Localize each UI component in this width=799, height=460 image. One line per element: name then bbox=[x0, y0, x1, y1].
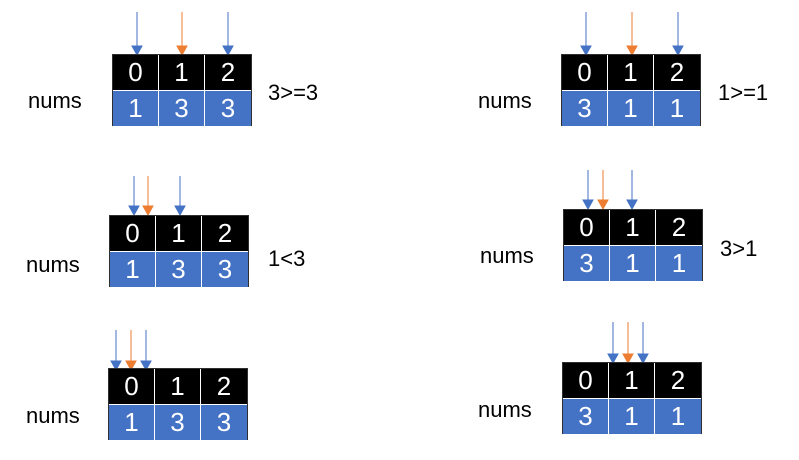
index-cell: 1 bbox=[159, 55, 205, 90]
nums-array: 0 1 2 3 1 1 bbox=[561, 54, 701, 126]
arrow-down-icon bbox=[626, 170, 638, 211]
arrow-down-icon bbox=[131, 12, 143, 57]
value-cell: 1 bbox=[608, 91, 654, 126]
arrow-down-icon bbox=[176, 12, 188, 57]
index-cell: 2 bbox=[656, 210, 702, 245]
value-cell: 3 bbox=[564, 246, 610, 281]
comparison-text: 1>=1 bbox=[718, 80, 769, 105]
index-cell: 2 bbox=[655, 363, 701, 398]
arrow-down-icon bbox=[637, 322, 649, 365]
nums-array: 0 1 2 3 1 1 bbox=[563, 209, 703, 281]
value-cell: 1 bbox=[655, 399, 701, 434]
value-cell: 3 bbox=[155, 405, 201, 440]
index-cell: 0 bbox=[110, 216, 156, 251]
value-cell: 1 bbox=[654, 91, 700, 126]
index-cell: 0 bbox=[562, 55, 608, 90]
arrow-down-icon bbox=[626, 12, 638, 57]
nums-label: nums bbox=[26, 403, 80, 428]
nums-label: nums bbox=[26, 252, 80, 277]
value-cell: 3 bbox=[202, 252, 248, 287]
nums-array: 0 1 2 1 3 3 bbox=[108, 368, 248, 440]
comparison-text: 1<3 bbox=[268, 246, 306, 271]
arrow-down-icon bbox=[142, 176, 154, 217]
arrow-down-icon bbox=[582, 170, 594, 211]
value-cell: 3 bbox=[205, 91, 251, 126]
nums-array: 0 1 2 3 1 1 bbox=[562, 362, 702, 434]
nums-array: 0 1 2 1 3 3 bbox=[109, 215, 249, 287]
index-cell: 0 bbox=[109, 369, 155, 404]
nums-label: nums bbox=[28, 88, 82, 113]
arrow-down-icon bbox=[128, 176, 140, 217]
arrow-down-icon bbox=[622, 322, 634, 365]
value-cell: 1 bbox=[609, 399, 655, 434]
arrow-down-icon bbox=[140, 330, 152, 372]
nums-label: nums bbox=[478, 88, 532, 113]
value-cell: 1 bbox=[110, 252, 156, 287]
nums-label: nums bbox=[480, 243, 534, 268]
value-cell: 3 bbox=[159, 91, 205, 126]
arrow-down-icon bbox=[672, 12, 684, 57]
value-cell: 3 bbox=[201, 405, 247, 440]
nums-label: nums bbox=[478, 397, 532, 422]
index-cell: 2 bbox=[202, 216, 248, 251]
index-cell: 0 bbox=[563, 363, 609, 398]
arrow-down-icon bbox=[607, 322, 619, 365]
index-cell: 1 bbox=[608, 55, 654, 90]
value-cell: 3 bbox=[156, 252, 202, 287]
value-cell: 3 bbox=[562, 91, 608, 126]
comparison-text: 3>=3 bbox=[268, 80, 319, 105]
arrow-down-icon bbox=[174, 176, 186, 217]
arrow-down-icon bbox=[222, 12, 234, 57]
value-cell: 1 bbox=[113, 91, 159, 126]
index-cell: 1 bbox=[156, 216, 202, 251]
index-cell: 2 bbox=[654, 55, 700, 90]
index-cell: 1 bbox=[609, 363, 655, 398]
index-cell: 2 bbox=[205, 55, 251, 90]
value-cell: 1 bbox=[610, 246, 656, 281]
nums-array: 0 1 2 1 3 3 bbox=[112, 54, 252, 126]
comparison-text: 3>1 bbox=[720, 236, 758, 261]
arrow-down-icon bbox=[125, 330, 137, 372]
arrow-down-icon bbox=[580, 12, 592, 57]
value-cell: 3 bbox=[563, 399, 609, 434]
value-cell: 1 bbox=[656, 246, 702, 281]
index-cell: 1 bbox=[610, 210, 656, 245]
index-cell: 2 bbox=[201, 369, 247, 404]
arrow-down-icon bbox=[597, 170, 609, 211]
value-cell: 1 bbox=[109, 405, 155, 440]
index-cell: 0 bbox=[113, 55, 159, 90]
arrow-down-icon bbox=[110, 330, 122, 372]
index-cell: 0 bbox=[564, 210, 610, 245]
index-cell: 1 bbox=[155, 369, 201, 404]
